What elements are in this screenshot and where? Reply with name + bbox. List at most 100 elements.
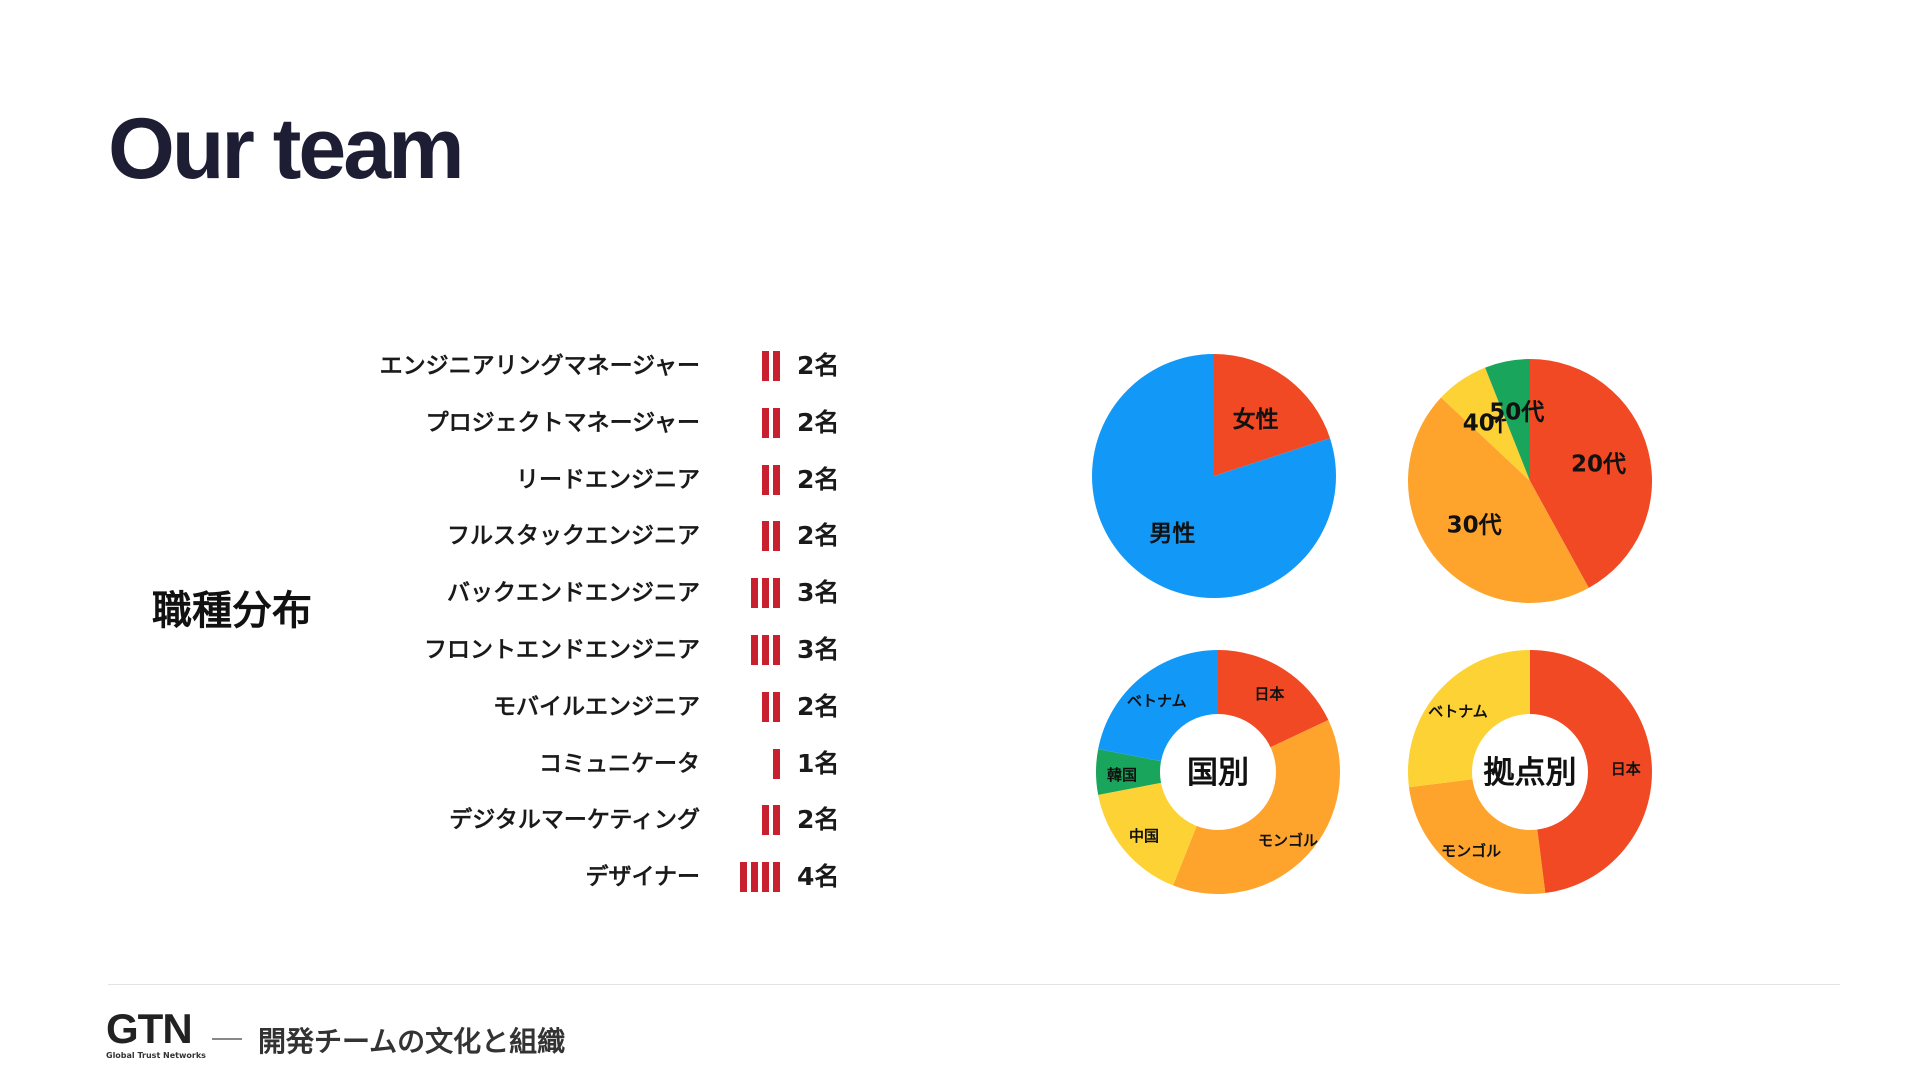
pie-slice-label: 日本 [1611,760,1641,778]
role-count: 2名 [797,464,840,494]
role-row: コミュニケータ 1名 [360,742,860,786]
role-bars [740,862,780,893]
role-bar [762,351,769,381]
pie-slice-label: 50代 [1489,399,1544,425]
section-label: 職種分布 [152,588,312,634]
role-bars [773,748,780,779]
pie-slice-label: ベトナム [1127,692,1187,710]
pie-slice-label: 中国 [1129,827,1159,845]
role-bars [762,521,780,552]
donut-hole [1160,714,1276,830]
role-row: モバイルエンジニア 2名 [360,685,860,729]
role-name: プロジェクトマネージャー [425,409,700,436]
pie-slice-label: ベトナム [1428,703,1488,721]
role-count: 2名 [797,521,840,551]
pie-slice [1530,359,1652,588]
role-bar [773,578,780,609]
role-bar [762,521,769,552]
logo-subtitle: Global Trust Networks [106,1051,206,1060]
pie-slice-label: モンゴル [1441,842,1501,860]
footer-divider [108,984,1840,985]
role-name: エンジニアリングマネージャー [379,353,700,379]
footer-title: 開発チームの文化と組織 [258,1025,566,1058]
footer-dash [212,1038,242,1040]
pie-slice-label: 韓国 [1107,766,1137,784]
role-bar [773,407,780,438]
donut-center-label: 国別 [1187,755,1249,791]
role-count: 2名 [797,407,840,437]
pie-slice [1214,354,1331,476]
page-title: Our team [108,101,465,197]
donut-center-label: 拠点別 [1484,755,1577,791]
donut-hole [1472,714,1588,830]
role-bar [762,862,769,893]
role-count: 1名 [797,748,840,778]
role-name: フロントエンドエンジニア [424,637,700,663]
gtn-logo: GTN Global Trust Networks [106,1005,206,1061]
pie-slice [1092,354,1336,598]
role-bars [762,464,780,495]
pie-slice-label: モンゴル [1258,832,1318,850]
role-name: コミュニケータ [539,750,700,777]
role-bar [762,805,769,836]
role-bar [762,407,769,438]
pie-slice-label: 20代 [1571,451,1626,477]
role-bar [773,521,780,552]
role-name: フルスタックエンジニア [447,523,700,550]
pie-slice-label: 30代 [1447,512,1502,538]
role-count: 3名 [797,635,840,664]
role-bar [740,862,747,893]
role-name: デジタルマーケティング [449,807,700,834]
pie-slice-label: 男性 [1149,521,1195,547]
role-row: リードエンジニア 2名 [360,458,860,502]
role-bar [762,635,769,665]
role-bars [762,407,780,438]
role-count: 2名 [797,351,840,380]
role-count: 2名 [797,805,840,835]
role-bar [762,691,769,722]
role-bar [773,805,780,836]
role-bar [773,351,780,381]
role-bar [751,862,758,893]
role-count: 3名 [797,578,840,608]
role-row: バックエンドエンジニア 3名 [360,571,860,615]
logo-text: GTN [106,1005,193,1052]
role-row: デジタルマーケティング 2名 [360,798,860,842]
role-count: 2名 [797,691,840,721]
pie-slice [1530,650,1652,894]
pie-slice [1408,397,1589,603]
role-row: デザイナー 4名 [360,855,860,899]
role-bar [751,578,758,609]
role-name: バックエンドエンジニア [447,580,700,607]
role-row: フロントエンドエンジニア 3名 [360,628,860,672]
role-bar [773,862,780,893]
role-bar [773,691,780,722]
pie-slice [1485,359,1530,481]
role-bars [751,578,780,609]
role-bars [762,691,780,722]
role-row: フルスタックエンジニア 2名 [360,514,860,558]
role-count: 4名 [797,862,840,892]
role-name: モバイルエンジニア [493,693,700,720]
role-bars [762,805,780,836]
role-bar [751,635,758,665]
role-name: デザイナー [585,864,700,891]
role-row: エンジニアリングマネージャー 2名 [360,344,860,388]
role-bar [773,464,780,495]
role-name: リードエンジニア [516,466,700,493]
role-bar [762,578,769,609]
pie-slice [1441,367,1530,481]
role-bars [751,635,780,665]
pie-slice [1096,749,1218,795]
role-bar [773,748,780,779]
role-bar [762,464,769,495]
role-row: プロジェクトマネージャー 2名 [360,401,860,445]
pie-slice-label: 日本 [1254,685,1284,703]
role-bar [773,635,780,665]
pie-slice-label: 女性 [1233,406,1279,433]
